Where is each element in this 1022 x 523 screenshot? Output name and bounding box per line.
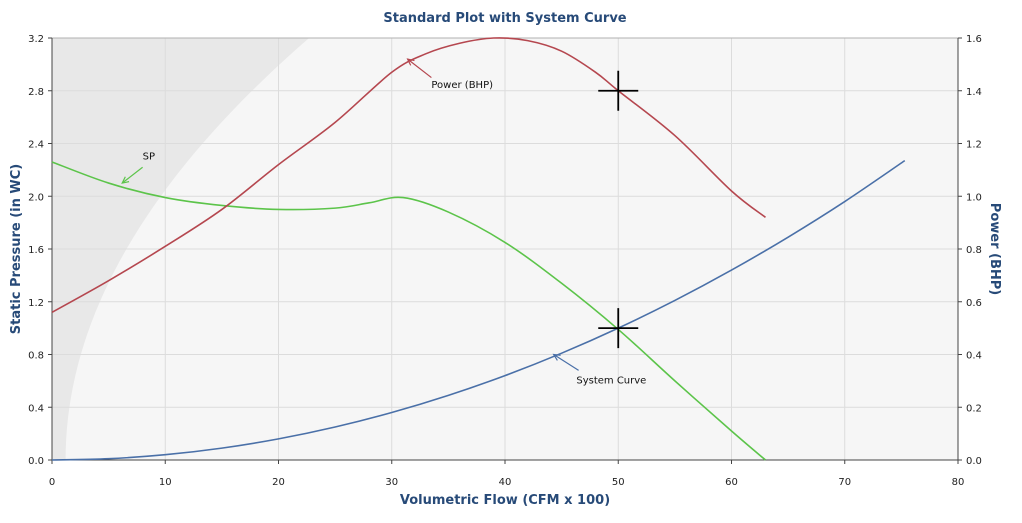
y2-tick-label: 0.8 (966, 245, 982, 256)
y2-tick-label: 1.0 (966, 192, 982, 203)
x-tick-label: 80 (952, 477, 965, 488)
power-bhp-label: Power (BHP) (431, 80, 493, 91)
chart-title: Standard Plot with System Curve (383, 11, 626, 26)
y-tick-label: 1.2 (28, 298, 44, 309)
x-tick-label: 30 (385, 477, 398, 488)
x-tick-label: 20 (272, 477, 285, 488)
y2-tick-label: 0.4 (966, 351, 982, 362)
y-tick-label: 0.0 (28, 456, 44, 467)
power-bhp-arrowhead (406, 58, 415, 66)
system-curve-arrowhead (552, 353, 561, 361)
y-tick-label: 1.6 (28, 245, 44, 256)
system-curve-label: System Curve (576, 376, 646, 387)
system-curve-arrow (553, 353, 579, 371)
y2-tick-label: 1.2 (966, 140, 982, 151)
x-tick-label: 50 (612, 477, 625, 488)
sp-label: SP (143, 151, 155, 162)
y-tick-label: 2.0 (28, 192, 44, 203)
y-axis-title: Static Pressure (in WC) (9, 164, 24, 335)
sp-arrowhead (121, 176, 130, 184)
x-axis-title: Volumetric Flow (CFM x 100) (400, 493, 610, 508)
system-curve-line (51, 159, 906, 461)
x-tick-label: 40 (499, 477, 512, 488)
power-bhp-arrow (407, 58, 432, 79)
sp-line (51, 161, 766, 461)
y-tick-label: 3.2 (28, 34, 44, 45)
power-bhp-line (51, 37, 766, 313)
y2-tick-label: 0.6 (966, 298, 982, 309)
x-tick-label: 70 (838, 477, 851, 488)
y2-tick-label: 0.2 (966, 403, 982, 414)
y2-tick-label: 0.0 (966, 456, 982, 467)
y-tick-label: 2.4 (28, 140, 44, 151)
y-tick-label: 2.8 (28, 87, 44, 98)
y-tick-label: 0.4 (28, 403, 44, 414)
y-tick-label: 0.8 (28, 351, 44, 362)
sp-arrow (121, 166, 143, 184)
x-tick-label: 0 (49, 477, 55, 488)
x-tick-label: 10 (159, 477, 172, 488)
y2-axis-title: Power (BHP) (987, 203, 1002, 295)
y2-tick-label: 1.4 (966, 87, 982, 98)
y2-tick-label: 1.6 (966, 34, 982, 45)
x-tick-label: 60 (725, 477, 738, 488)
